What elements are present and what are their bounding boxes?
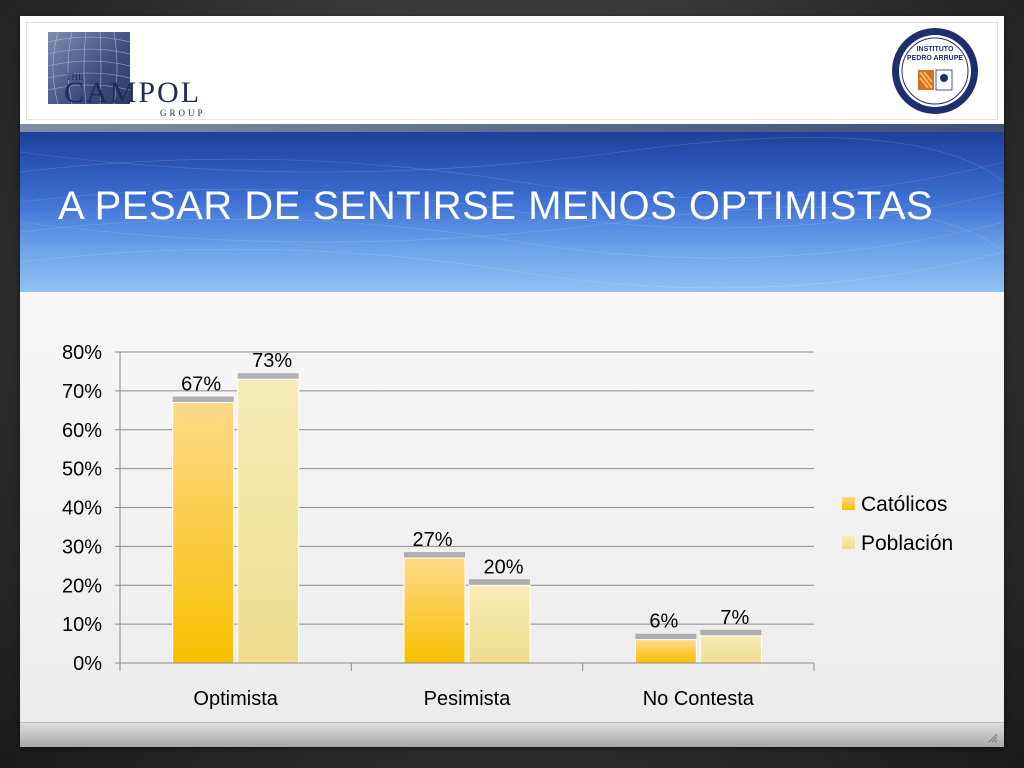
logo-campol-text: CAMPOL [64,76,202,109]
bar-poblacion [237,378,300,664]
bar-top-shadow [404,552,465,559]
header-band [20,124,1004,132]
data-label: 73% [252,350,292,372]
slide-title: A PESAR DE SENTIRSE MENOS OPTIMISTAS [58,184,934,228]
bar-catolicos [403,557,466,664]
bar-top-shadow [237,373,299,380]
data-label: 67% [181,374,221,396]
campol-logo: THE CAMPOL GROUP [47,31,218,118]
logo-group-text: GROUP [160,108,206,118]
data-label: 27% [412,529,452,551]
bar-top-shadow [635,633,697,640]
y-tick-label: 80% [62,342,102,364]
slide: THE CAMPOL GROUP INSTITUTO PEDRO ARRUPE [20,16,1004,747]
bar-catolicos [634,639,697,664]
globe-grid-icon [47,31,131,105]
legend-label: Católicos [861,493,947,516]
legend-label: Población [861,532,953,555]
legend-swatch [842,497,855,510]
bar-poblacion [468,584,531,664]
bar-top-shadow [700,629,762,636]
y-tick-label: 0% [73,653,102,675]
y-tick-label: 10% [62,614,102,636]
bar-top-shadow [172,396,234,403]
legend-swatch [842,536,855,549]
seal-line1: INSTITUTO [916,46,954,53]
y-tick-label: 30% [62,536,102,558]
y-tick-label: 20% [62,575,102,597]
bar-poblacion [699,635,762,664]
x-category-label: Optimista [193,688,278,710]
logo-the-text: THE [66,72,84,82]
wave-pattern [20,137,1004,289]
seal-line2: PEDRO ARRUPE [906,55,964,62]
x-category-label: No Contesta [643,688,755,710]
y-tick-label: 60% [62,420,102,442]
instituto-pedro-arrupe-seal: INSTITUTO PEDRO ARRUPE [890,26,980,116]
data-label: 7% [720,607,749,629]
bar-catolicos [172,402,235,664]
bar-top-shadow [469,579,530,586]
header-frame [26,22,998,120]
title-banner: A PESAR DE SENTIRSE MENOS OPTIMISTAS [20,132,1004,292]
slide-header: THE CAMPOL GROUP INSTITUTO PEDRO ARRUPE [20,16,1004,125]
y-tick-label: 70% [62,381,102,403]
y-tick-label: 40% [62,498,102,520]
chart-area: Optimista 67% 73% Pesimista 27% 20% No Contest… [20,292,1004,722]
resize-grip-icon [988,733,998,743]
y-tick-label: 50% [62,459,102,481]
x-category-label: Pesimista [424,688,512,710]
data-label: 6% [649,611,678,633]
bar-chart: Optimista 67% 73% Pesimista 27% 20% No Contest… [62,342,953,710]
slide-footer [20,722,1004,747]
data-label: 20% [483,556,523,578]
